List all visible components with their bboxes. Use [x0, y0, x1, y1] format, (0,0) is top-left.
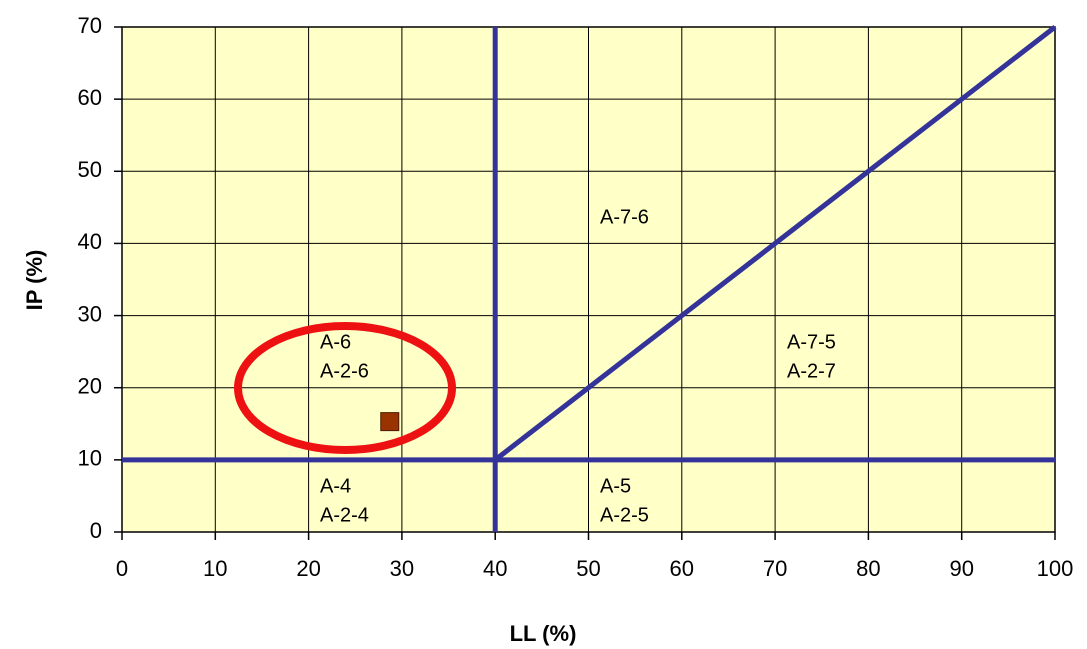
region-label: A-2-5 — [600, 504, 649, 526]
region-label: A-6 — [320, 331, 351, 353]
region-label: A-2-7 — [787, 360, 836, 382]
region-label: A-7-5 — [787, 331, 836, 353]
x-tick-label: 0 — [116, 556, 128, 581]
x-tick-label: 90 — [949, 556, 973, 581]
point — [380, 412, 400, 432]
x-tick-label: 20 — [296, 556, 320, 581]
x-tick-label: 50 — [576, 556, 600, 581]
boundary-line — [493, 25, 1057, 462]
highlight-ellipse — [234, 322, 456, 454]
x-tick-label: 60 — [670, 556, 694, 581]
y-tick-label: 0 — [90, 518, 102, 543]
x-axis-title: LL (%) — [510, 621, 577, 646]
x-tick-label: 30 — [390, 556, 414, 581]
y-axis-title: IP (%) — [22, 250, 47, 311]
grid — [121, 26, 1056, 533]
y-tick-label: 50 — [78, 157, 102, 182]
x-tick-label: 70 — [763, 556, 787, 581]
region-label: A-2-4 — [320, 504, 369, 526]
y-tick-label: 10 — [78, 446, 102, 471]
region-label: A-5 — [600, 475, 631, 497]
y-tick-label: 70 — [78, 13, 102, 38]
points — [380, 412, 400, 432]
region-label: A-7-6 — [600, 206, 649, 228]
annotations: A-7-6 A-6 A-2-6 A-7-5 A-2-7 A-4 A-2-4 A-5 A-2-5 — [320, 206, 836, 526]
y-tick-label: 20 — [78, 374, 102, 399]
y-tick-label: 60 — [78, 85, 102, 110]
region-label: A-4 — [320, 475, 351, 497]
x-tick-label: 40 — [483, 556, 507, 581]
y-tick-label: 40 — [78, 229, 102, 254]
x-tick-label: 10 — [203, 556, 227, 581]
boundaries — [122, 25, 1057, 532]
region-label: A-2-6 — [320, 360, 369, 382]
x-tick-label: 80 — [856, 556, 880, 581]
x-tick-label: 100 — [1037, 556, 1074, 581]
y-tick-label: 30 — [78, 301, 102, 326]
